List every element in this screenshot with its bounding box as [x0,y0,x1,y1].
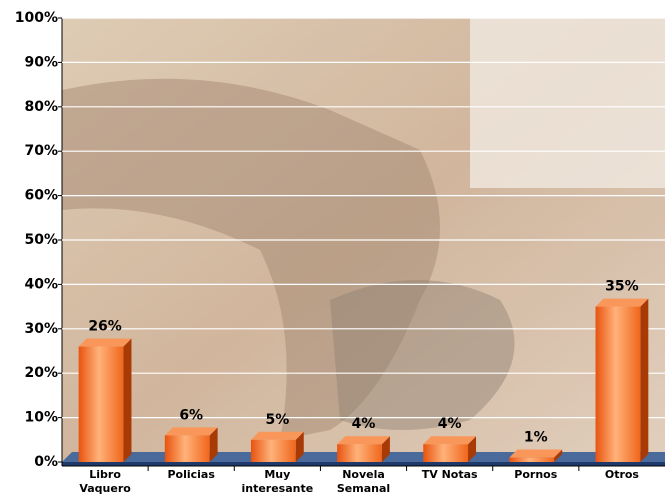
bar [78,346,124,462]
bar-side [554,449,563,462]
bar-side [381,436,390,462]
bar-side [295,431,304,462]
bar-top [164,427,218,436]
y-tick-label: 90% [24,54,58,70]
value-label: 6% [179,407,203,423]
bar-top [337,436,390,445]
bar-side [123,338,132,462]
x-tick-label: Muy interesante [241,468,314,495]
y-tick-label: 30% [24,321,58,337]
bar [595,306,641,462]
bar [250,439,296,462]
bar [423,444,469,462]
floor-front [62,462,665,466]
value-label: 26% [88,319,122,335]
bar-side [468,436,477,462]
x-tick-label: Pornos [514,468,558,481]
x-tick-label: Novela Semanal [336,468,391,495]
bar-top [595,298,649,307]
value-label: 5% [265,412,289,428]
y-tick-label: 50% [24,232,58,248]
y-tick-label: 60% [24,188,58,204]
value-label: 4% [438,416,462,432]
bar [164,435,210,462]
y-tick-label: 20% [24,365,58,381]
y-tick-label: 0% [34,454,58,470]
value-label: 4% [352,416,376,432]
y-tick-label: 40% [24,276,58,292]
bar [337,444,382,462]
y-tick-label: 100% [15,10,58,26]
y-tick-label: 80% [24,99,58,115]
x-tick-label: Policias [167,468,215,481]
y-tick-label: 10% [24,410,58,426]
y-tick-label: 70% [24,143,58,159]
bar-top [423,436,477,445]
bar-top [509,449,563,458]
bar-top [250,431,304,440]
bar-side [209,427,218,462]
value-label: 1% [524,430,548,446]
bar [509,457,555,462]
x-tick-label: TV Notas [421,468,478,481]
x-tick-label: Libro Vaquero [79,468,131,495]
bar-side [640,298,649,462]
x-tick-label: Otros [604,468,639,481]
value-label: 35% [605,279,639,295]
bar-top [78,338,132,347]
